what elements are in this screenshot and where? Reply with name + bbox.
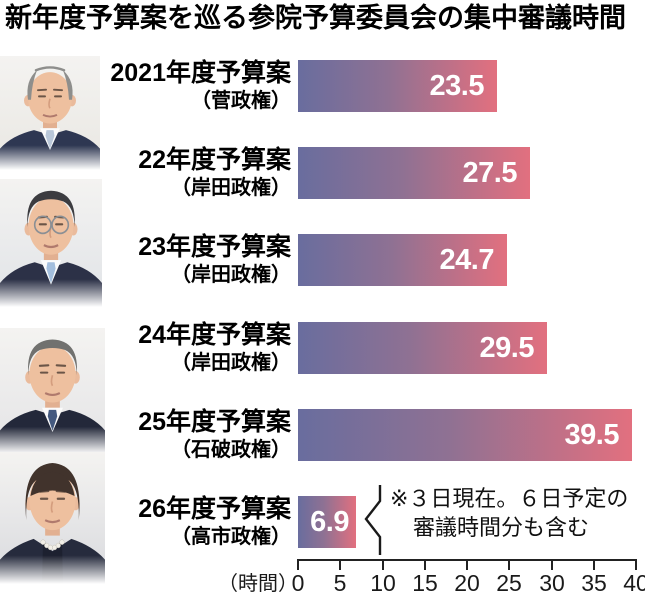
- row-label-sub: （岸田政権）: [171, 264, 291, 286]
- axis-tick: [593, 559, 595, 570]
- axis-tick: [297, 559, 299, 570]
- budget-bar: 27.5: [298, 147, 530, 199]
- photo-ishiba: [0, 328, 105, 454]
- axis-tick: [635, 559, 637, 570]
- axis-tick: [551, 559, 553, 570]
- axis-tick-label: 10: [370, 570, 396, 596]
- row-label-main: 25年度予算案: [138, 408, 291, 436]
- row-label-sub: （岸田政権）: [171, 177, 291, 199]
- photo-suga: [0, 56, 100, 170]
- axis-unit-label: （時間）: [218, 573, 298, 595]
- axis-tick-label: 40: [623, 570, 645, 596]
- axis-tick: [382, 559, 384, 570]
- row-label-sub: （菅政権）: [191, 90, 291, 112]
- row-label-sub: （高市政権）: [171, 526, 291, 548]
- budget-bar: 6.9: [298, 496, 356, 548]
- bar-value-label: 6.9: [310, 505, 349, 538]
- note-text: ※３日現在。６日予定の 審議時間分も含む: [390, 484, 628, 542]
- row-label-main: 26年度予算案: [138, 495, 291, 523]
- photo-kishida: [0, 179, 102, 307]
- note-line-1: ※３日現在。６日予定の: [390, 486, 629, 511]
- axis-tick-label: 0: [291, 570, 305, 596]
- bar-value-label: 29.5: [479, 331, 535, 364]
- axis-tick-label: 15: [412, 570, 438, 596]
- axis-tick-label: 35: [581, 570, 607, 596]
- row-label-main: 23年度予算案: [138, 233, 291, 261]
- bar-value-label: 23.5: [429, 69, 485, 102]
- axis-tick-label: 5: [333, 570, 347, 596]
- row-label-main: 22年度予算案: [138, 146, 291, 174]
- budget-bar: 23.5: [298, 60, 497, 112]
- row-label: 26年度予算案 （高市政権）: [138, 495, 291, 550]
- row-label: 25年度予算案 （石破政権）: [138, 408, 291, 463]
- row-label: 22年度予算案 （岸田政権）: [138, 146, 291, 201]
- row-label: 24年度予算案 （岸田政権）: [138, 321, 291, 376]
- chart-title: 新年度予算案を巡る参院予算委員会の集中審議時間: [5, 3, 626, 33]
- row-label: 2021年度予算案 （菅政権）: [110, 59, 291, 114]
- axis-tick: [339, 559, 341, 570]
- row-label-main: 24年度予算案: [138, 321, 291, 349]
- bar-value-label: 24.7: [439, 243, 495, 276]
- budget-bar: 24.7: [298, 234, 507, 286]
- row-label-sub: （岸田政権）: [171, 352, 291, 374]
- axis-tick: [508, 559, 510, 570]
- row-label: 23年度予算案 （岸田政権）: [138, 233, 291, 288]
- note-line-2: 審議時間分も含む: [413, 515, 590, 540]
- axis-tick: [466, 559, 468, 570]
- axis-tick-label: 30: [539, 570, 565, 596]
- photo-takaichi: [0, 452, 105, 584]
- row-label-sub: （石破政権）: [171, 439, 291, 461]
- axis-tick-label: 25: [496, 570, 522, 596]
- bar-value-label: 27.5: [462, 156, 518, 189]
- axis-tick: [424, 559, 426, 570]
- axis-tick-label: 20: [454, 570, 480, 596]
- bar-value-label: 39.5: [564, 418, 620, 451]
- budget-bar: 29.5: [298, 322, 547, 374]
- budget-bar: 39.5: [298, 409, 632, 461]
- row-label-main: 2021年度予算案: [110, 59, 291, 87]
- note-bracket: [364, 485, 382, 555]
